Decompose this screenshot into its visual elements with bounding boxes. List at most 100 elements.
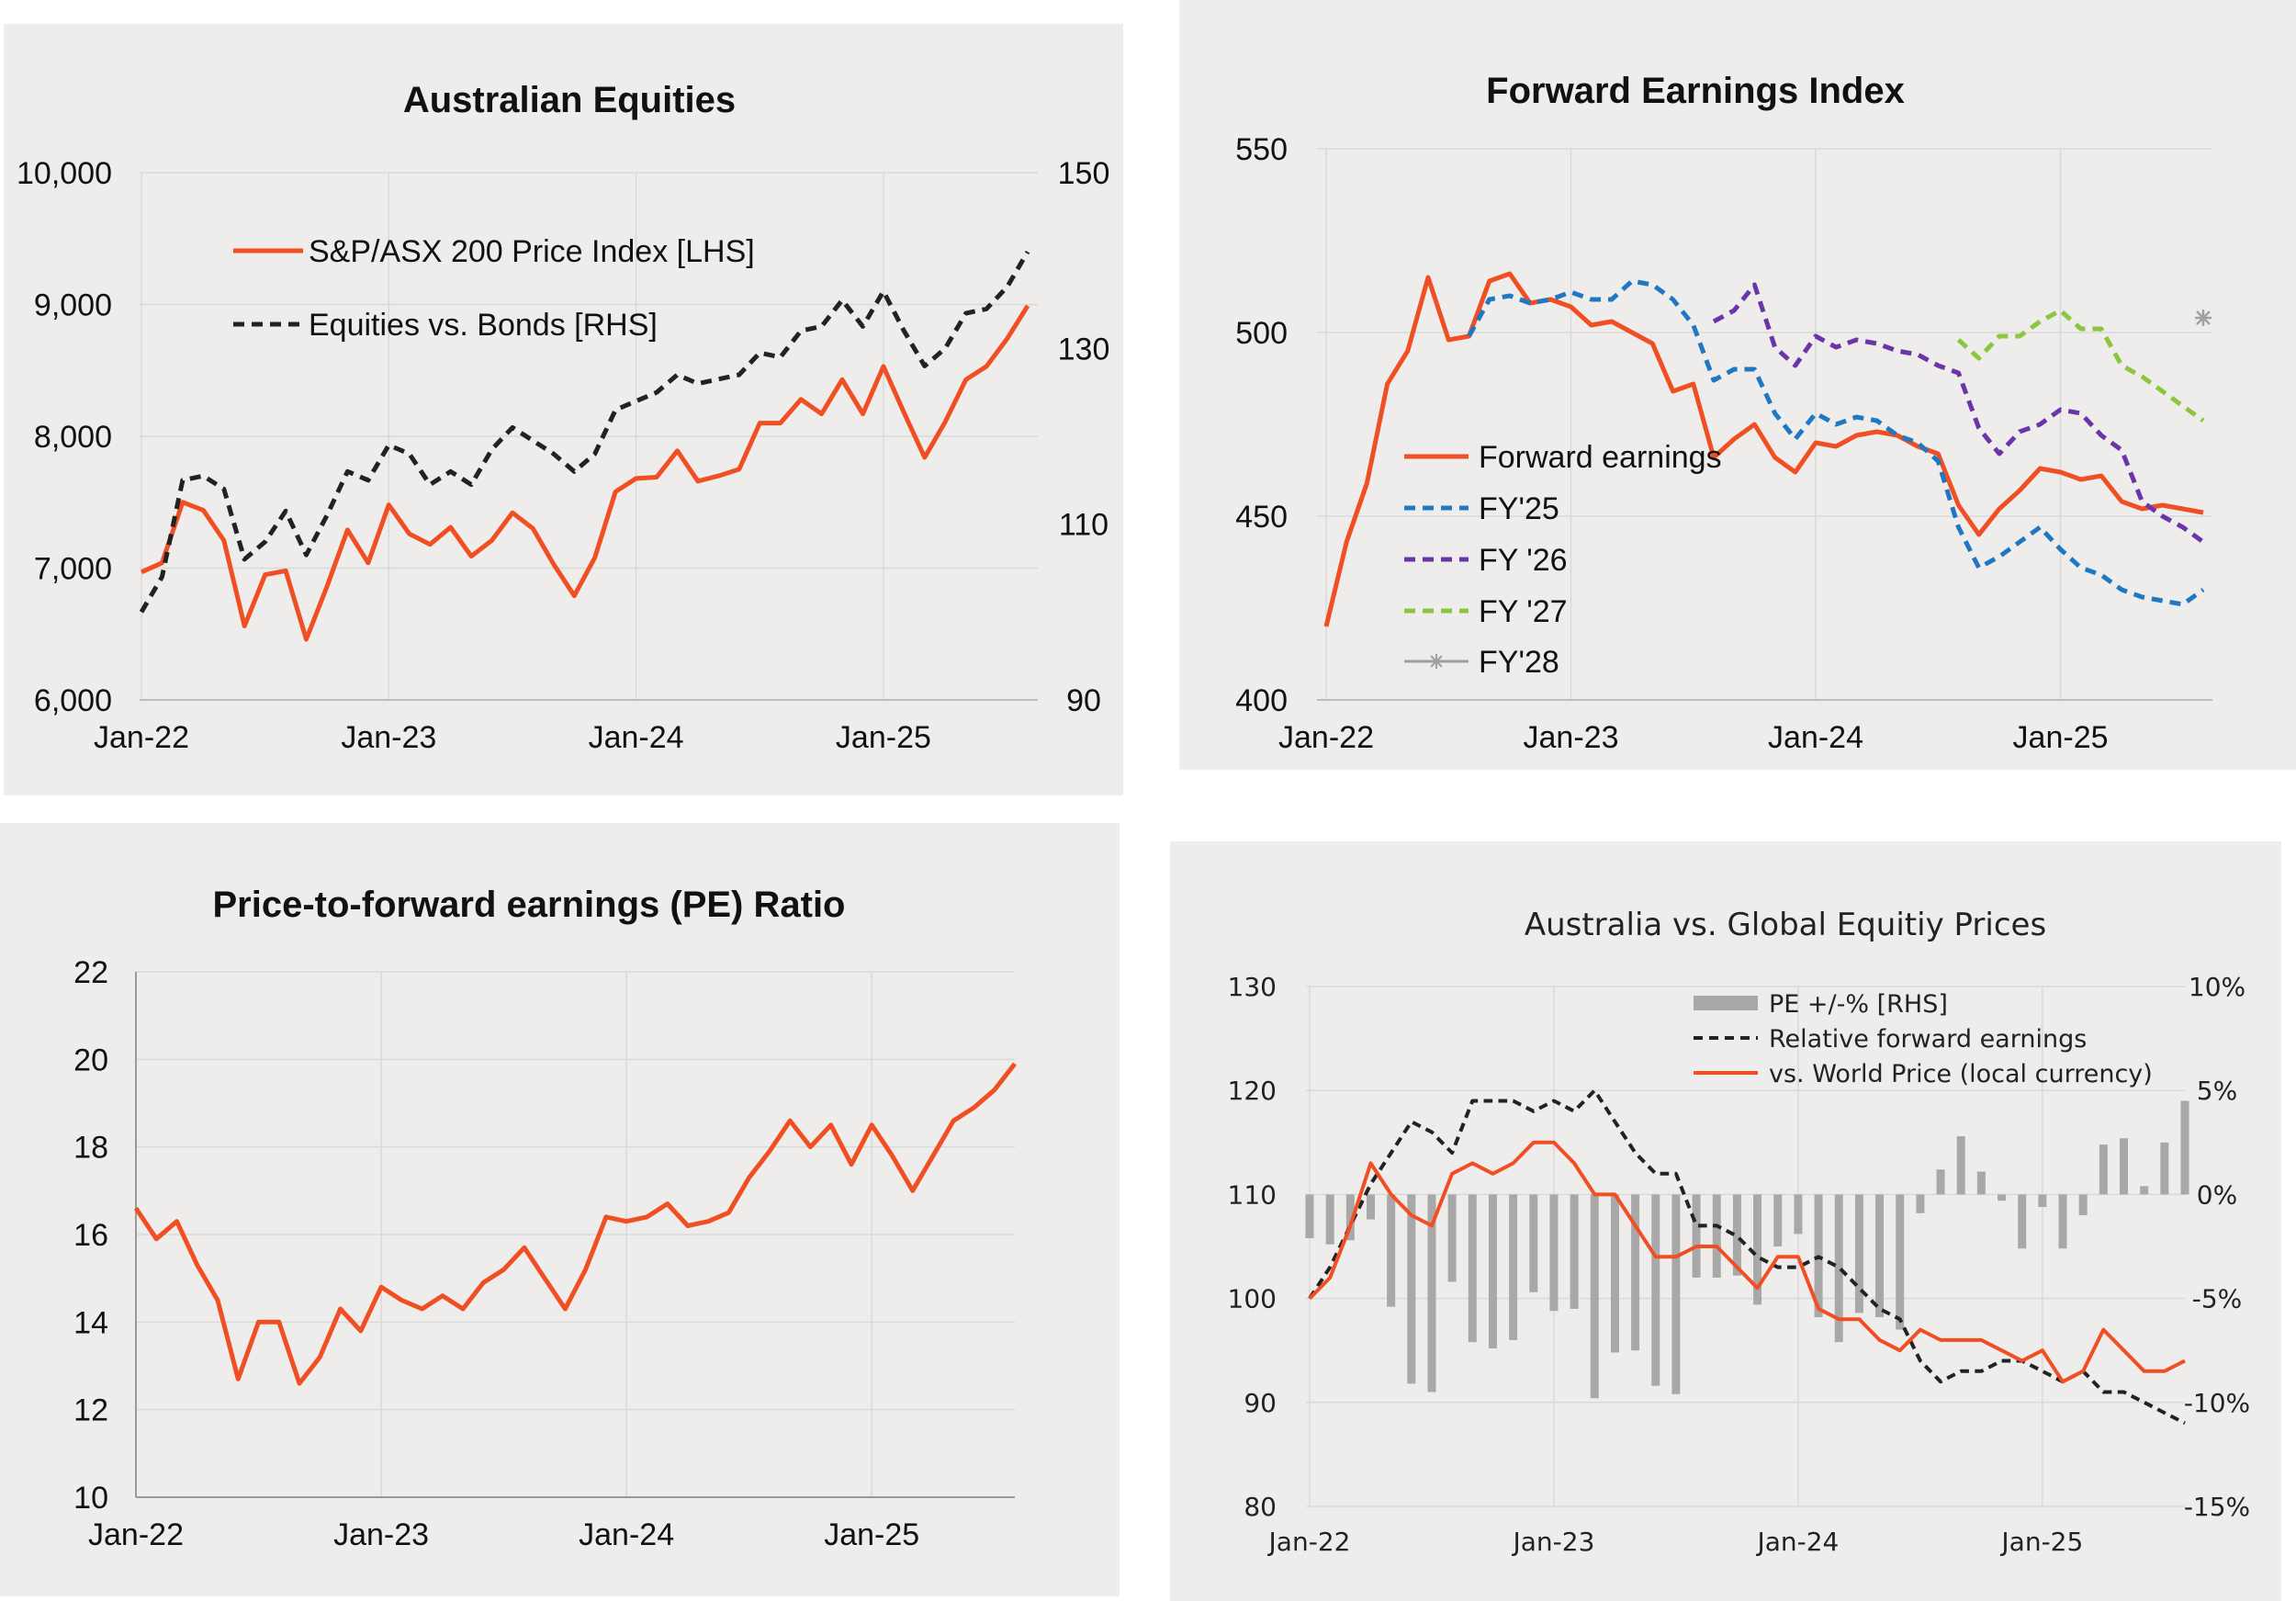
x-tick-label: Jan-25 bbox=[2013, 720, 2109, 755]
x-tick-label: Jan-23 bbox=[1524, 720, 1619, 755]
bar-pe-diff bbox=[1854, 1194, 1863, 1313]
bar-pe-diff bbox=[1773, 1194, 1783, 1246]
bar-pe-diff bbox=[1345, 1194, 1355, 1241]
y-tick-label: 550 bbox=[1235, 132, 1288, 167]
right-y-tick-label: 150 bbox=[1058, 156, 1110, 191]
bar-pe-diff bbox=[1692, 1194, 1701, 1278]
x-tick-label: Jan-24 bbox=[579, 1517, 674, 1552]
chart-panel-forward-earnings-index: Forward Earnings Index 400 450 500 550 Jan-2… bbox=[1179, 0, 2296, 770]
bar-pe-diff bbox=[1407, 1194, 1416, 1384]
bar-pe-diff bbox=[1998, 1194, 2007, 1201]
bar-pe-diff bbox=[1896, 1194, 1905, 1330]
legend-swatch bbox=[1694, 996, 1758, 1010]
y-tick-label: 10 bbox=[73, 1481, 108, 1516]
legend-marker bbox=[1430, 654, 1443, 669]
legend-label: Relative forward earnings bbox=[1769, 1025, 2087, 1054]
left-y-tick-label: 8,000 bbox=[34, 420, 112, 455]
bar-pe-diff bbox=[1631, 1194, 1640, 1351]
x-tick-label: Jan-22 bbox=[94, 720, 189, 755]
series-line-asx200 bbox=[140, 304, 1030, 642]
legend-label: FY '26 bbox=[1479, 543, 1568, 578]
series-line-pe-ratio bbox=[133, 1062, 1017, 1386]
series-line-fy25 bbox=[1467, 278, 2205, 607]
bar-pe-diff bbox=[1976, 1171, 1986, 1195]
legend-label: S&P/ASX 200 Price Index [LHS] bbox=[309, 234, 755, 269]
bar-pe-diff bbox=[2099, 1144, 2108, 1195]
y-tick-label: 400 bbox=[1235, 683, 1288, 718]
bar-pe-diff bbox=[1427, 1194, 1436, 1392]
legend-label: PE +/-% [RHS] bbox=[1769, 990, 1948, 1019]
left-y-tick-label: 9,000 bbox=[34, 288, 112, 323]
chart-title: Australia vs. Global Equitiy Prices bbox=[1525, 907, 2046, 943]
right-y-tick-label: -10% bbox=[2184, 1388, 2250, 1418]
y-tick-label: 500 bbox=[1235, 316, 1288, 351]
x-tick-label: Jan-23 bbox=[1512, 1527, 1595, 1557]
left-y-tick-label: 130 bbox=[1228, 972, 1277, 1002]
bar-pe-diff bbox=[2058, 1194, 2067, 1249]
y-tick-label: 14 bbox=[73, 1305, 108, 1340]
right-y-tick-label: -15% bbox=[2184, 1492, 2250, 1522]
bar-pe-diff bbox=[1590, 1194, 1599, 1399]
bar-pe-diff bbox=[2078, 1194, 2088, 1216]
series-line-vs-world-price bbox=[1308, 1140, 2186, 1384]
y-tick-label: 18 bbox=[73, 1131, 108, 1166]
bar-pe-diff bbox=[1936, 1169, 1945, 1195]
bar-pe-diff bbox=[1549, 1194, 1559, 1312]
right-y-tick-label: 5% bbox=[2197, 1076, 2237, 1106]
bar-pe-diff bbox=[1875, 1194, 1885, 1317]
series-line-equities-vs-bonds bbox=[139, 250, 1030, 614]
chart-panel-pe-ratio: Price-to-forward earnings (PE) Ratio 10 1… bbox=[0, 823, 1120, 1596]
legend-label: vs. World Price (local currency) bbox=[1769, 1060, 2153, 1088]
bar-pe-diff bbox=[2140, 1186, 2149, 1195]
legend-label: Forward earnings bbox=[1479, 440, 1722, 475]
series-line-forward-earnings bbox=[1323, 271, 2204, 627]
left-y-tick-label: 100 bbox=[1228, 1284, 1277, 1314]
series-marker-fy28 bbox=[2195, 310, 2212, 326]
chart-forward-earnings-index: Forward Earnings Index 400 450 500 550 Jan-2… bbox=[1235, 71, 2212, 755]
bar-pe-diff bbox=[2160, 1142, 2169, 1195]
x-tick-label: Jan-25 bbox=[836, 720, 931, 755]
left-y-tick-label: 120 bbox=[1228, 1076, 1277, 1106]
x-tick-label: Jan-24 bbox=[589, 720, 684, 755]
legend-label: FY'25 bbox=[1479, 491, 1559, 526]
right-y-tick-label: 0% bbox=[2197, 1179, 2237, 1210]
y-tick-label: 20 bbox=[73, 1043, 108, 1077]
bar-pe-diff bbox=[1916, 1194, 1925, 1213]
y-tick-label: 450 bbox=[1235, 500, 1288, 535]
x-tick-label: Jan-22 bbox=[1278, 720, 1374, 755]
bar-pe-diff bbox=[1387, 1194, 1396, 1307]
series-line-fy26 bbox=[1712, 282, 2205, 545]
left-y-tick-label: 10,000 bbox=[17, 156, 112, 191]
x-tick-label: Jan-22 bbox=[88, 1517, 184, 1552]
right-y-tick-label: 90 bbox=[1066, 683, 1101, 718]
bar-pe-diff bbox=[1834, 1194, 1843, 1343]
right-y-tick-label: 130 bbox=[1058, 332, 1110, 366]
x-tick-label: Jan-23 bbox=[333, 1517, 429, 1552]
bar-pe-diff bbox=[2180, 1100, 2189, 1195]
x-tick-label: Jan-25 bbox=[1999, 1527, 2083, 1557]
chart-panel-australian-equities: Australian Equities 6,000 7,000 8,000 9,000… bbox=[4, 24, 1123, 795]
legend-label: FY'28 bbox=[1479, 645, 1559, 680]
x-tick-label: Jan-22 bbox=[1267, 1527, 1351, 1557]
chart-panel-australia-vs-global: Australia vs. Global Equitiy Prices 80 90… bbox=[1170, 841, 2281, 1601]
bar-pe-diff bbox=[1366, 1194, 1375, 1220]
left-y-tick-label: 6,000 bbox=[34, 683, 112, 718]
legend-label: Equities vs. Bonds [RHS] bbox=[309, 308, 658, 343]
series-line-relative-forward-earnings bbox=[1308, 1088, 2186, 1426]
y-tick-label: 16 bbox=[73, 1218, 108, 1253]
series-line-fy27 bbox=[1956, 308, 2205, 423]
chart-australia-vs-global: Australia vs. Global Equitiy Prices 80 90… bbox=[1228, 907, 2251, 1557]
left-y-tick-label: 80 bbox=[1244, 1492, 1277, 1522]
bar-pe-diff bbox=[2018, 1194, 2027, 1249]
x-tick-label: Jan-23 bbox=[341, 720, 436, 755]
right-y-tick-label: 10% bbox=[2189, 972, 2245, 1002]
bar-pe-diff bbox=[1732, 1194, 1741, 1276]
bar-pe-diff bbox=[1325, 1194, 1334, 1245]
bar-pe-diff bbox=[2038, 1194, 2047, 1207]
bar-pe-diff bbox=[1794, 1194, 1803, 1235]
x-tick-label: Jan-24 bbox=[1755, 1527, 1839, 1557]
chart-title: Forward Earnings Index bbox=[1486, 71, 1905, 111]
bar-pe-diff bbox=[2120, 1138, 2129, 1195]
bar-pe-diff bbox=[1488, 1194, 1497, 1348]
bar-pe-diff bbox=[1305, 1194, 1314, 1238]
